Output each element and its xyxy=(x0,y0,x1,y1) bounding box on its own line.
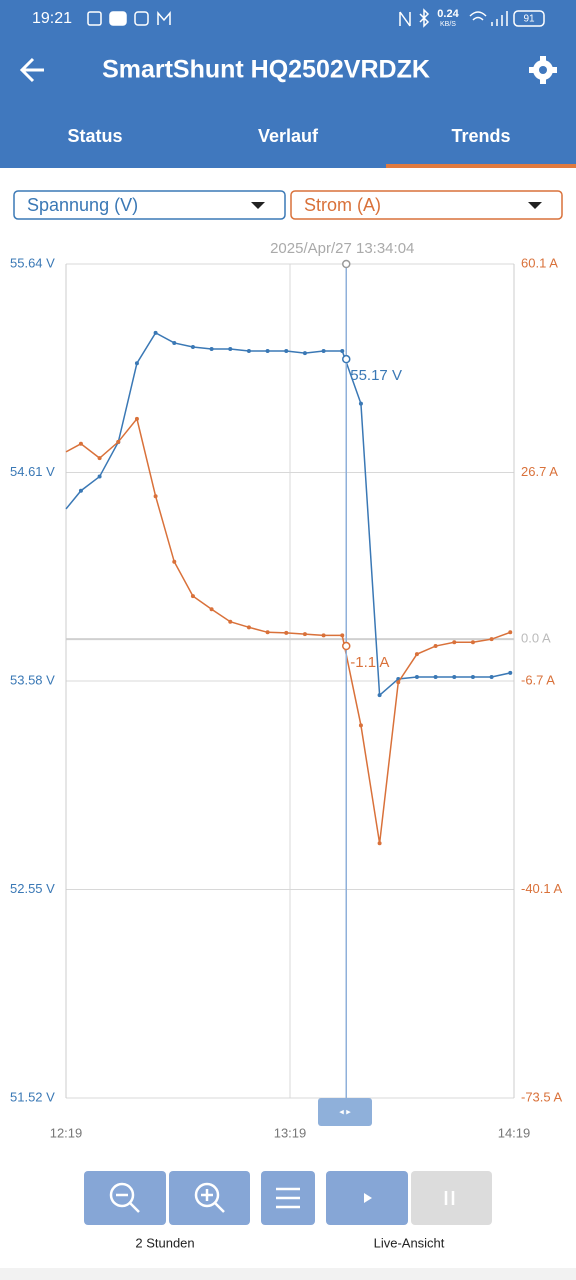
data-point xyxy=(358,723,363,728)
cursor-point xyxy=(341,641,351,651)
data-point xyxy=(116,439,121,444)
net-speed: 0.24 xyxy=(437,8,459,20)
data-point xyxy=(209,607,214,612)
data-point xyxy=(246,349,251,354)
y2-tick-label: 60.1 A xyxy=(521,255,558,270)
series-select[interactable] xyxy=(290,190,563,220)
series-select-label: Spannung (V) xyxy=(27,195,138,215)
data-point xyxy=(78,441,83,446)
y2-tick-label: -73.5 A xyxy=(521,1089,563,1104)
data-point xyxy=(321,349,326,354)
data-point xyxy=(134,361,139,366)
x-tick-label: 13:19 xyxy=(274,1125,307,1140)
data-point xyxy=(153,494,158,499)
data-point xyxy=(321,633,326,638)
y2-tick-label: -6.7 A xyxy=(521,672,555,687)
series-line xyxy=(65,417,511,844)
data-point xyxy=(414,674,419,679)
tab[interactable]: Status xyxy=(67,126,122,146)
net-unit: KB/S xyxy=(440,21,456,28)
y2-tick-label: -40.1 A xyxy=(521,881,563,896)
data-point xyxy=(78,488,83,493)
nav-bar xyxy=(0,1268,576,1280)
data-point xyxy=(414,652,419,657)
data-point xyxy=(134,416,139,421)
data-point xyxy=(470,674,475,679)
data-point xyxy=(377,841,382,846)
cursor-value: 55.17 V xyxy=(350,367,402,384)
data-point xyxy=(209,347,214,352)
tab-selected[interactable]: Trends xyxy=(451,126,510,146)
zoom-label: 2 Stunden xyxy=(135,1235,194,1250)
data-point xyxy=(228,347,233,352)
pause-button[interactable] xyxy=(411,1171,492,1225)
dropdown-arrow xyxy=(528,202,542,209)
cursor-top xyxy=(341,259,351,269)
data-point xyxy=(470,640,475,645)
header-bg xyxy=(0,0,576,168)
clock: 19:21 xyxy=(32,10,72,27)
series-select-label: Strom (A) xyxy=(304,195,381,215)
x-tick-label: 14:19 xyxy=(498,1125,531,1140)
data-point xyxy=(190,344,195,349)
cursor-time: 2025/Apr/27 13:34:04 xyxy=(270,240,414,257)
y-tick-label: 52.55 V xyxy=(10,881,55,896)
settings-button[interactable] xyxy=(529,56,557,84)
x-tick-label: 12:19 xyxy=(50,1125,83,1140)
data-point xyxy=(340,633,345,638)
data-point xyxy=(265,349,270,354)
data-point xyxy=(265,630,270,635)
handle-icon: ◂ ▸ xyxy=(339,1106,351,1116)
status-icons xyxy=(87,8,545,28)
controls xyxy=(84,1171,492,1225)
data-point xyxy=(358,401,363,406)
y2-tick-label: 26.7 A xyxy=(521,464,558,479)
y-tick-label: 53.58 V xyxy=(10,672,55,687)
cursor-point xyxy=(341,354,351,364)
data-point xyxy=(452,674,457,679)
zoom-in[interactable] xyxy=(169,1171,250,1225)
data-point xyxy=(302,632,307,637)
data-point xyxy=(97,474,102,479)
tab-indicator xyxy=(386,164,576,168)
data-point xyxy=(433,644,438,649)
series-line xyxy=(65,331,511,697)
dropdown-arrow xyxy=(251,202,265,209)
data-point xyxy=(340,349,345,354)
zoom-out[interactable] xyxy=(84,1171,166,1225)
series-select[interactable] xyxy=(13,190,286,220)
data-point xyxy=(302,351,307,356)
cursor-value: -1.1 A xyxy=(350,654,389,671)
data-point xyxy=(433,674,438,679)
data-point xyxy=(284,349,289,354)
battery: 91 xyxy=(523,14,535,25)
live-label: Live-Ansicht xyxy=(374,1235,445,1250)
data-point xyxy=(97,456,102,461)
data-point xyxy=(489,674,494,679)
data-point xyxy=(172,559,177,564)
back-button[interactable] xyxy=(19,57,44,83)
plot: 12:19 13:19 14:19 55.64 V 54.61 V 53.58 V 52.5… xyxy=(10,240,563,1140)
app-title: SmartShunt HQ2502VRDZK xyxy=(102,56,430,84)
data-point xyxy=(489,637,494,642)
y2-tick-label: 0.0 A xyxy=(521,631,551,646)
tab[interactable]: Verlauf xyxy=(258,126,319,146)
y-tick-label: 54.61 V xyxy=(10,464,55,479)
data-point xyxy=(153,330,158,335)
data-point xyxy=(508,630,513,635)
cursor-handle[interactable] xyxy=(318,1098,372,1126)
data-point xyxy=(377,693,382,698)
data-point xyxy=(396,680,401,685)
data-point xyxy=(172,340,177,345)
data-point xyxy=(246,625,251,630)
data-point xyxy=(508,670,513,675)
data-point xyxy=(228,619,233,624)
data-point xyxy=(190,594,195,599)
y-tick-label: 51.52 V xyxy=(10,1089,55,1104)
data-point xyxy=(284,630,289,635)
y-tick-label: 55.64 V xyxy=(10,255,55,270)
data-point xyxy=(452,640,457,645)
